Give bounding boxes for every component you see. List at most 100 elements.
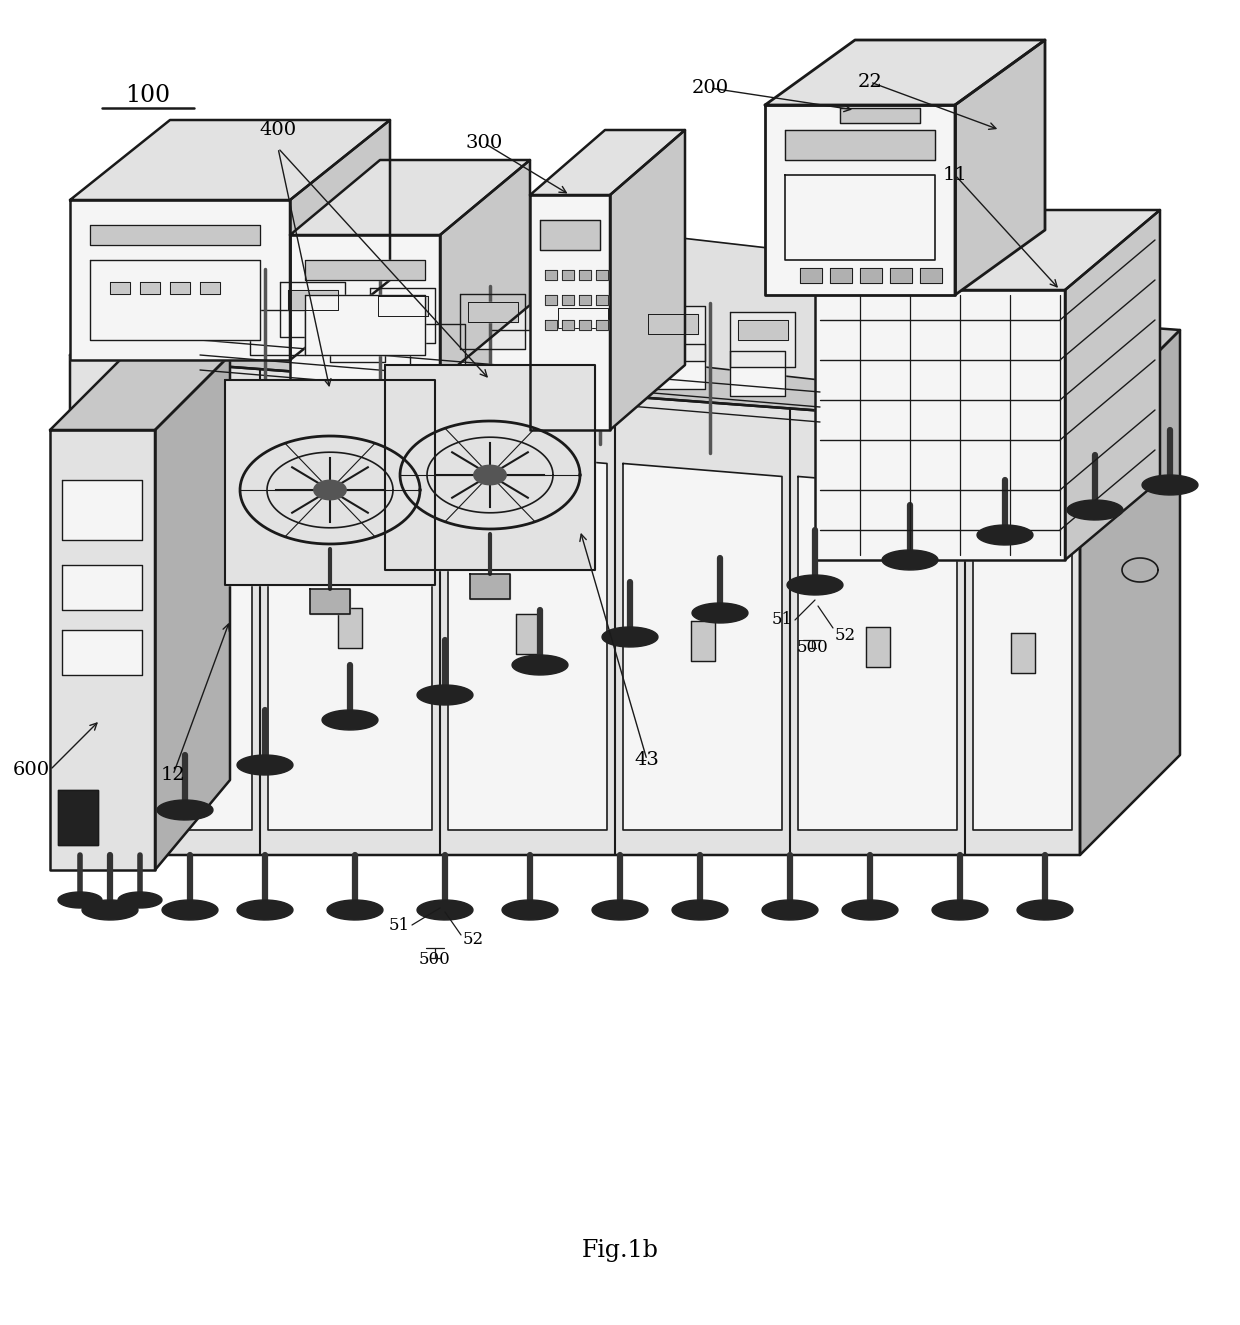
Polygon shape <box>290 235 440 380</box>
Polygon shape <box>579 321 591 330</box>
Polygon shape <box>558 307 608 327</box>
Polygon shape <box>410 323 465 368</box>
Polygon shape <box>815 209 1159 290</box>
Polygon shape <box>502 900 558 920</box>
Polygon shape <box>596 321 608 330</box>
Polygon shape <box>290 121 391 360</box>
Polygon shape <box>691 621 714 661</box>
Text: 300: 300 <box>465 134 502 152</box>
Polygon shape <box>861 268 882 284</box>
Polygon shape <box>551 299 615 355</box>
Text: 100: 100 <box>125 83 171 106</box>
Polygon shape <box>932 900 988 920</box>
Polygon shape <box>763 900 818 920</box>
Polygon shape <box>440 160 529 380</box>
Polygon shape <box>890 268 911 284</box>
Polygon shape <box>800 268 822 284</box>
Polygon shape <box>50 355 229 431</box>
Polygon shape <box>610 130 684 431</box>
Polygon shape <box>467 302 518 322</box>
Text: 11: 11 <box>942 166 967 184</box>
Polygon shape <box>268 437 432 829</box>
Polygon shape <box>920 268 942 284</box>
Polygon shape <box>330 317 384 362</box>
Polygon shape <box>973 489 1073 829</box>
Polygon shape <box>591 900 649 920</box>
Polygon shape <box>640 306 706 360</box>
Polygon shape <box>490 330 546 375</box>
Polygon shape <box>799 477 957 829</box>
Polygon shape <box>200 282 219 294</box>
Polygon shape <box>155 355 229 871</box>
Polygon shape <box>785 175 935 260</box>
Polygon shape <box>327 900 383 920</box>
Polygon shape <box>839 109 920 123</box>
Text: 200: 200 <box>692 80 729 97</box>
Polygon shape <box>1080 330 1180 855</box>
Text: 51: 51 <box>389 917 410 934</box>
Polygon shape <box>672 900 728 920</box>
Polygon shape <box>562 321 574 330</box>
Polygon shape <box>815 290 1065 560</box>
Polygon shape <box>1011 633 1034 673</box>
Polygon shape <box>153 602 177 641</box>
Polygon shape <box>69 200 290 360</box>
Polygon shape <box>237 755 293 775</box>
Polygon shape <box>596 295 608 305</box>
Polygon shape <box>474 465 506 485</box>
Polygon shape <box>78 423 252 829</box>
Text: 600: 600 <box>12 761 50 779</box>
Polygon shape <box>842 900 898 920</box>
Polygon shape <box>579 295 591 305</box>
Polygon shape <box>1142 474 1198 496</box>
Polygon shape <box>765 105 955 295</box>
Polygon shape <box>322 710 378 730</box>
Polygon shape <box>314 480 346 500</box>
Polygon shape <box>290 160 529 235</box>
Polygon shape <box>250 310 305 355</box>
Polygon shape <box>110 282 130 294</box>
Polygon shape <box>1065 209 1159 560</box>
Polygon shape <box>118 892 162 908</box>
Polygon shape <box>140 282 160 294</box>
Polygon shape <box>417 900 472 920</box>
Polygon shape <box>546 270 557 280</box>
Polygon shape <box>50 431 155 871</box>
Polygon shape <box>58 892 102 908</box>
Polygon shape <box>562 295 574 305</box>
Polygon shape <box>1017 900 1073 920</box>
Polygon shape <box>787 575 843 595</box>
Polygon shape <box>91 260 260 341</box>
Text: 12: 12 <box>161 766 185 784</box>
Polygon shape <box>280 282 345 337</box>
Text: 500: 500 <box>796 640 828 656</box>
Polygon shape <box>224 380 435 586</box>
Text: 52: 52 <box>835 627 856 644</box>
Polygon shape <box>650 344 706 390</box>
Polygon shape <box>1068 500 1123 519</box>
Polygon shape <box>649 314 698 334</box>
Polygon shape <box>370 288 435 343</box>
Polygon shape <box>512 655 568 674</box>
Polygon shape <box>596 270 608 280</box>
Polygon shape <box>622 464 782 829</box>
Polygon shape <box>570 337 625 382</box>
Text: 22: 22 <box>858 73 883 91</box>
Polygon shape <box>692 603 748 623</box>
Polygon shape <box>378 295 428 315</box>
Polygon shape <box>882 550 937 570</box>
Polygon shape <box>69 254 1180 431</box>
Text: 500: 500 <box>419 951 451 969</box>
Polygon shape <box>546 321 557 330</box>
Polygon shape <box>529 195 610 431</box>
Polygon shape <box>470 574 510 599</box>
Polygon shape <box>977 525 1033 545</box>
Polygon shape <box>69 355 1080 855</box>
Polygon shape <box>237 900 293 920</box>
Polygon shape <box>305 295 425 355</box>
Polygon shape <box>288 290 339 310</box>
Text: Fig.1b: Fig.1b <box>582 1239 658 1261</box>
Text: 400: 400 <box>259 121 296 139</box>
Polygon shape <box>603 627 658 647</box>
Polygon shape <box>562 270 574 280</box>
